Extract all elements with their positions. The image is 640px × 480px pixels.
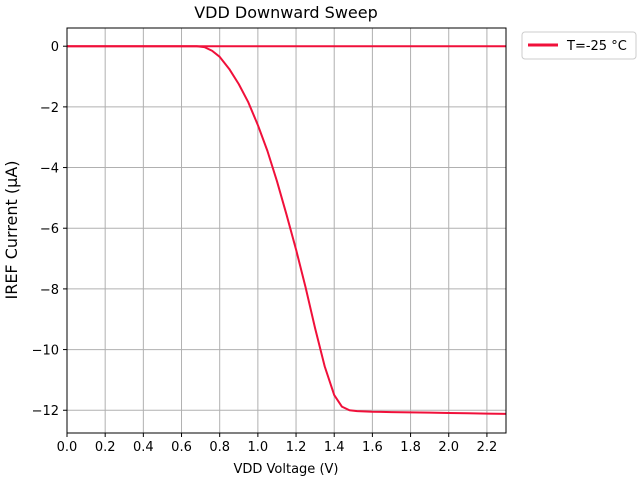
- y-axis-label: IREF Current (μA): [2, 160, 21, 299]
- x-tick-label: 0.4: [133, 440, 154, 455]
- x-tick-label: 1.2: [286, 440, 307, 455]
- x-axis-label: VDD Voltage (V): [234, 462, 339, 477]
- y-tick-label: −2: [40, 101, 59, 116]
- series-layer: [67, 45, 507, 415]
- x-tick-label: 0.8: [209, 440, 230, 455]
- x-axis-ticks: 0.0 0.2 0.4 0.6 0.8 1.0 1.2 1.4 1.6 1.8 2.0 2.2: [57, 433, 498, 455]
- x-tick-label: 0.2: [95, 440, 116, 455]
- legend: T=-25 °C: [521, 31, 637, 60]
- y-axis-ticks: 0 −2 −4 −6 −8 −10 −12: [32, 40, 67, 419]
- x-tick-label: 1.6: [362, 440, 383, 455]
- x-tick-label: 1.0: [248, 440, 269, 455]
- y-tick-label: −10: [32, 344, 59, 359]
- x-tick-label: 2.2: [477, 440, 498, 455]
- plot-frame: [66, 27, 507, 434]
- chart-title: VDD Downward Sweep: [194, 3, 378, 22]
- x-tick-label: 1.8: [400, 440, 421, 455]
- x-tick-label: 0.6: [171, 440, 192, 455]
- y-tick-label: −4: [40, 162, 59, 177]
- x-tick-label: 2.0: [438, 440, 459, 455]
- legend-box: [521, 31, 637, 60]
- x-tick-label: 0.0: [57, 440, 78, 455]
- y-tick-label: −6: [40, 222, 59, 237]
- x-tick-label: 1.4: [324, 440, 345, 455]
- y-tick-label: −12: [32, 404, 59, 419]
- grid: [66, 28, 506, 433]
- legend-label: T=-25 °C: [566, 39, 627, 54]
- series-line-t-minus-25c: [67, 45, 507, 415]
- y-tick-label: −8: [40, 283, 59, 298]
- y-tick-label: 0: [51, 40, 59, 55]
